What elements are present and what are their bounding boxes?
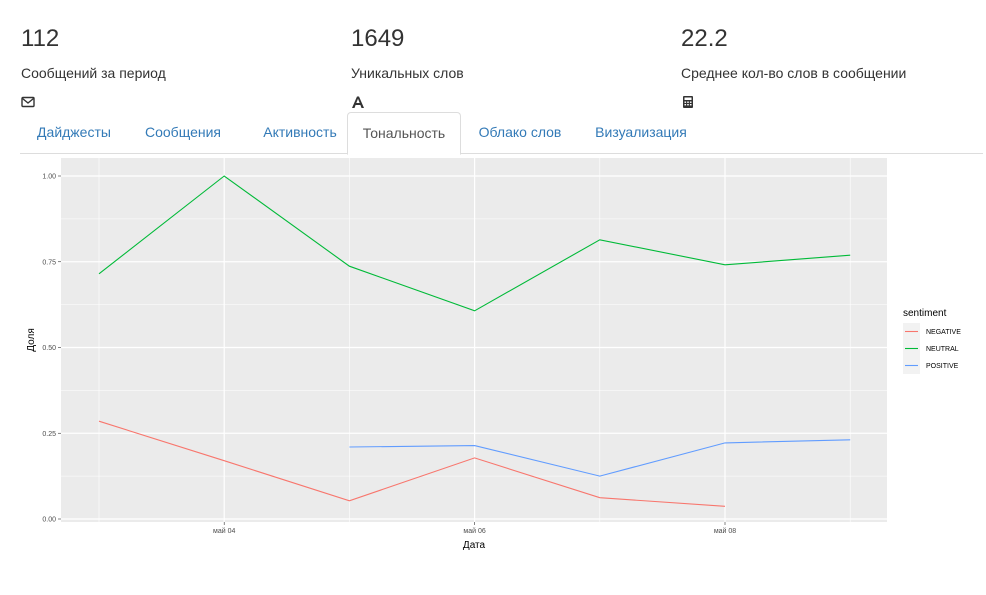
x-tick-label: май 04 xyxy=(213,527,235,535)
y-tick-label: 1.00 xyxy=(42,174,56,181)
stat-value: 22.2 xyxy=(681,25,728,52)
stat-messages: 112 Сообщений за период xyxy=(21,24,321,82)
tab-word-cloud[interactable]: Облако слов xyxy=(478,124,562,140)
y-tick-label: 0.00 xyxy=(42,517,56,524)
stat-unique-words: 1649 Уникальных слов xyxy=(351,24,651,82)
tab-digests[interactable]: Дайджесты xyxy=(37,124,111,140)
x-axis-title: Дата xyxy=(463,540,486,551)
tab-activity[interactable]: Активность xyxy=(263,124,337,140)
stat-label: Среднее кол-во слов в сообщении xyxy=(681,65,907,81)
y-tick-label: 0.75 xyxy=(42,259,56,266)
stat-label: Сообщений за период xyxy=(21,65,166,81)
legend-label: POSITIVE xyxy=(926,363,959,370)
y-axis-title: Доля xyxy=(26,328,37,351)
series-line-positive xyxy=(349,439,851,477)
legend-label: NEGATIVE xyxy=(926,329,961,336)
series-line-neutral xyxy=(98,175,851,312)
envelope-icon xyxy=(21,96,35,108)
legend-title: sentiment xyxy=(903,308,947,319)
x-tick-label: май 06 xyxy=(463,527,485,535)
tab-sentiment[interactable]: Тональность xyxy=(347,112,461,155)
series-line-negative xyxy=(98,420,726,507)
stat-avg-words: 22.2 Среднее кол-во слов в сообщении xyxy=(681,24,981,82)
tab-visualization[interactable]: Визуализация xyxy=(595,124,687,140)
tab-messages[interactable]: Сообщения xyxy=(145,124,221,140)
stat-label: Уникальных слов xyxy=(351,65,464,81)
y-tick-label: 0.25 xyxy=(42,431,56,438)
x-tick-label: май 08 xyxy=(714,527,736,535)
nav-tabs: Дайджесты Сообщения Активность Тональнос… xyxy=(20,112,983,155)
font-icon xyxy=(352,96,364,108)
y-tick-label: 0.50 xyxy=(42,345,56,352)
stat-value: 112 xyxy=(21,25,60,52)
legend-label: NEUTRAL xyxy=(926,346,959,353)
calculator-icon xyxy=(683,96,693,108)
stat-value: 1649 xyxy=(351,25,405,52)
